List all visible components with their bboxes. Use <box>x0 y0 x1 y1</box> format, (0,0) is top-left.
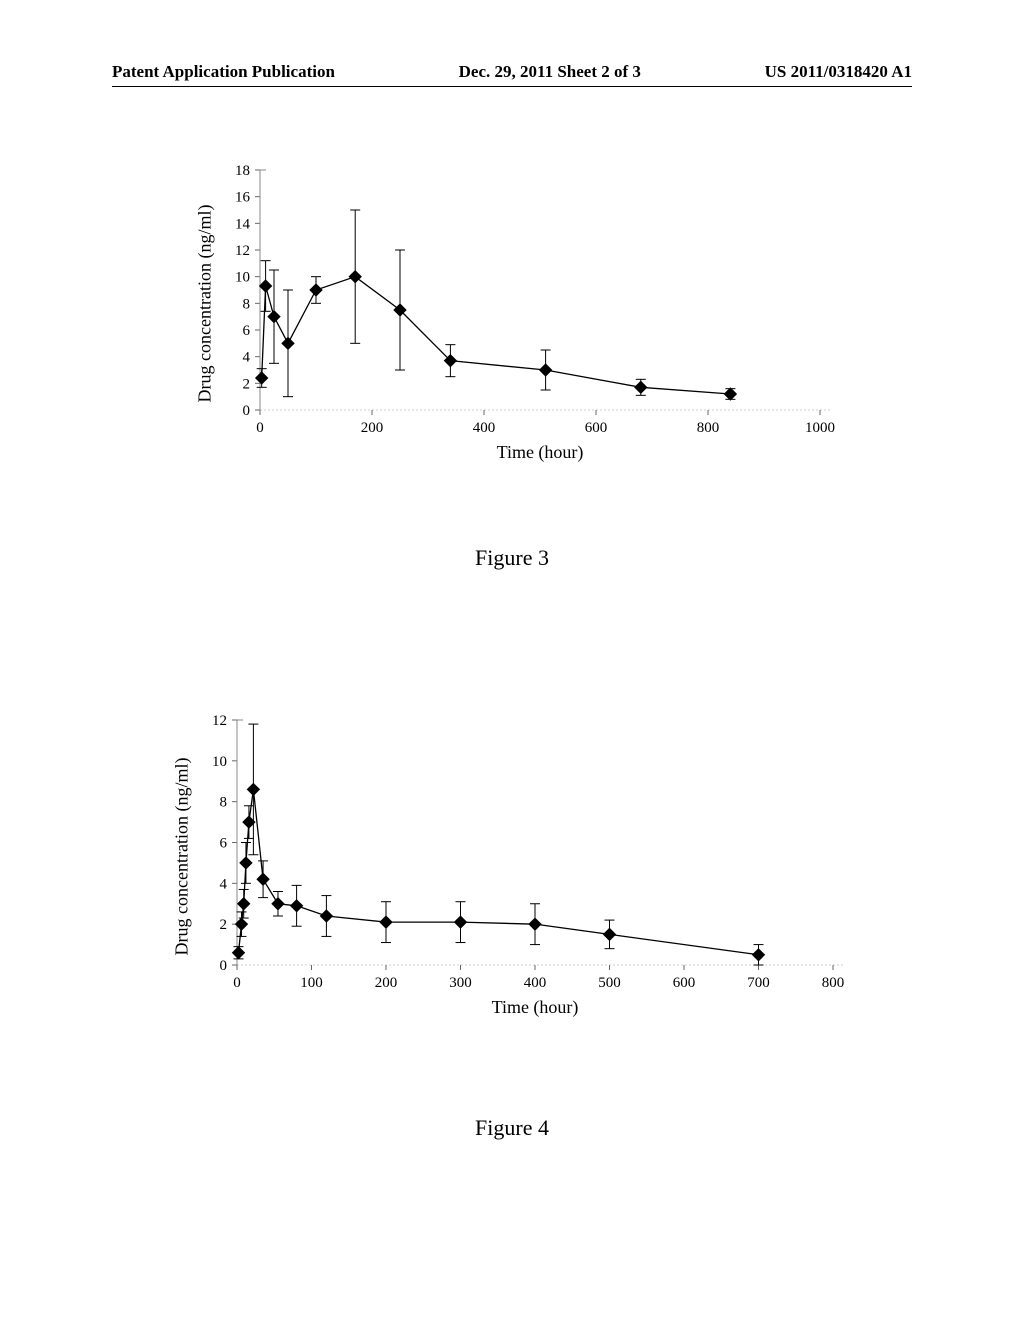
svg-text:2: 2 <box>220 917 228 933</box>
figure-3-y-label: Drug concentration (ng/ml) <box>195 184 216 424</box>
svg-text:500: 500 <box>598 975 621 991</box>
svg-text:12: 12 <box>212 715 227 729</box>
svg-text:400: 400 <box>524 975 547 991</box>
header-left: Patent Application Publication <box>112 62 335 82</box>
svg-text:600: 600 <box>673 975 696 991</box>
svg-text:200: 200 <box>375 975 398 991</box>
svg-text:700: 700 <box>747 975 770 991</box>
svg-text:16: 16 <box>235 190 251 206</box>
figure-3-chart: 02468101214161802004006008001000 Drug co… <box>205 165 840 445</box>
figure-3-plot: 0 2 4 6 8 10 12 14 16 18 0 200 400 600 800 1000 <box>205 165 840 445</box>
svg-text:10: 10 <box>212 754 227 770</box>
svg-text:0: 0 <box>233 975 241 991</box>
svg-text:0: 0 <box>256 420 264 436</box>
svg-text:400: 400 <box>473 420 496 436</box>
svg-text:100: 100 <box>300 975 323 991</box>
svg-text:0: 0 <box>220 958 228 974</box>
figure-3-x-label: Time (hour) <box>460 442 620 463</box>
figure-3-caption: Figure 3 <box>0 545 1024 571</box>
figure-4-plot: 0 2 4 6 8 10 12 0 100 200 300 400 500 600 700 800 <box>182 715 853 1000</box>
svg-text:4: 4 <box>243 350 251 366</box>
svg-text:8: 8 <box>243 296 251 312</box>
header-right: US 2011/0318420 A1 <box>765 62 912 82</box>
figure-4-y-label: Drug concentration (ng/ml) <box>172 736 193 976</box>
svg-text:600: 600 <box>585 420 608 436</box>
figure-4-x-label: Time (hour) <box>455 997 615 1018</box>
figure-4-caption: Figure 4 <box>0 1115 1024 1141</box>
svg-text:4: 4 <box>220 876 228 892</box>
svg-text:800: 800 <box>822 975 845 991</box>
page-header: Patent Application Publication Dec. 29, … <box>0 62 1024 82</box>
svg-text:0: 0 <box>243 403 251 419</box>
svg-text:200: 200 <box>361 420 384 436</box>
svg-text:14: 14 <box>235 216 251 232</box>
svg-text:10: 10 <box>235 270 250 286</box>
svg-text:300: 300 <box>449 975 472 991</box>
svg-text:12: 12 <box>235 243 250 259</box>
svg-text:2: 2 <box>243 376 251 392</box>
svg-text:6: 6 <box>220 836 228 852</box>
figure-4-chart: 0246810120100200300400500600700800 Drug … <box>182 715 853 1000</box>
svg-text:18: 18 <box>235 165 250 179</box>
svg-text:8: 8 <box>220 795 228 811</box>
svg-text:1000: 1000 <box>805 420 835 436</box>
svg-text:6: 6 <box>243 323 251 339</box>
svg-text:800: 800 <box>697 420 720 436</box>
header-rule <box>112 86 912 87</box>
header-center: Dec. 29, 2011 Sheet 2 of 3 <box>459 62 641 82</box>
